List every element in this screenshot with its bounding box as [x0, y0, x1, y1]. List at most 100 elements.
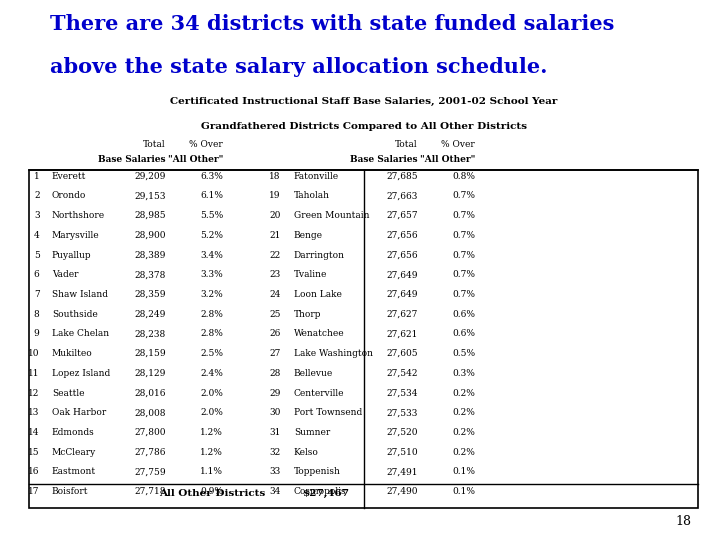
Text: 1: 1 — [34, 172, 40, 181]
Text: 27,657: 27,657 — [386, 211, 418, 220]
Text: Lopez Island: Lopez Island — [52, 369, 110, 378]
Text: There are 34 districts with state funded salaries: There are 34 districts with state funded… — [50, 14, 615, 33]
Text: Southside: Southside — [52, 309, 98, 319]
Text: Total: Total — [395, 140, 418, 150]
Text: Certificated Instructional Staff Base Salaries, 2001-02 School Year: Certificated Instructional Staff Base Sa… — [170, 97, 557, 106]
Text: 27,621: 27,621 — [386, 329, 418, 339]
Text: 3.2%: 3.2% — [200, 290, 223, 299]
Text: Orondo: Orondo — [52, 191, 86, 200]
Text: 28,985: 28,985 — [134, 211, 166, 220]
Text: Puyallup: Puyallup — [52, 251, 91, 260]
Text: Vader: Vader — [52, 270, 78, 279]
Text: 30: 30 — [269, 408, 281, 417]
Text: Mukilteo: Mukilteo — [52, 349, 93, 358]
Text: 0.7%: 0.7% — [452, 191, 475, 200]
Text: Port Townsend: Port Townsend — [294, 408, 362, 417]
Text: 0.2%: 0.2% — [452, 388, 475, 397]
Text: Centerville: Centerville — [294, 388, 344, 397]
Text: Shaw Island: Shaw Island — [52, 290, 108, 299]
Text: 27,656: 27,656 — [386, 231, 418, 240]
Text: 6.3%: 6.3% — [200, 172, 223, 181]
Text: McCleary: McCleary — [52, 448, 96, 457]
Text: 24: 24 — [269, 290, 281, 299]
Text: 27,491: 27,491 — [386, 467, 418, 476]
Text: 16: 16 — [28, 467, 40, 476]
Text: 28,159: 28,159 — [134, 349, 166, 358]
Text: 27: 27 — [269, 349, 281, 358]
Text: Bellevue: Bellevue — [294, 369, 333, 378]
Text: 2.4%: 2.4% — [200, 369, 223, 378]
Text: 27,490: 27,490 — [386, 487, 418, 496]
Text: 29: 29 — [269, 388, 281, 397]
Text: 27,685: 27,685 — [386, 172, 418, 181]
Text: 18: 18 — [269, 172, 281, 181]
Text: 27,627: 27,627 — [386, 309, 418, 319]
Text: 28,238: 28,238 — [135, 329, 166, 339]
Text: 18: 18 — [675, 515, 691, 528]
Text: 1.2%: 1.2% — [200, 428, 223, 437]
Text: 4: 4 — [34, 231, 40, 240]
Text: 1.1%: 1.1% — [200, 467, 223, 476]
Text: Oak Harbor: Oak Harbor — [52, 408, 106, 417]
Text: 19: 19 — [269, 191, 281, 200]
Text: Northshore: Northshore — [52, 211, 105, 220]
Text: 0.2%: 0.2% — [452, 408, 475, 417]
Text: Toppenish: Toppenish — [294, 467, 341, 476]
Text: Seattle: Seattle — [52, 388, 84, 397]
Text: 0.7%: 0.7% — [452, 231, 475, 240]
Text: 0.8%: 0.8% — [452, 172, 475, 181]
Text: 0.7%: 0.7% — [452, 211, 475, 220]
Text: Marysville: Marysville — [52, 231, 99, 240]
Text: Fatonville: Fatonville — [294, 172, 339, 181]
Text: 8: 8 — [34, 309, 40, 319]
Text: 1.2%: 1.2% — [200, 448, 223, 457]
Text: 27,605: 27,605 — [386, 349, 418, 358]
Text: Benge: Benge — [294, 231, 323, 240]
Text: Kelso: Kelso — [294, 448, 319, 457]
Text: 3: 3 — [34, 211, 40, 220]
Text: 0.1%: 0.1% — [452, 487, 475, 496]
Text: Green Mountain: Green Mountain — [294, 211, 369, 220]
Text: Taholah: Taholah — [294, 191, 330, 200]
Text: Cosmopolis: Cosmopolis — [294, 487, 346, 496]
Text: 28,378: 28,378 — [134, 270, 166, 279]
Text: 7: 7 — [34, 290, 40, 299]
Text: 0.2%: 0.2% — [452, 448, 475, 457]
Text: All Other Districts: All Other Districts — [159, 489, 266, 498]
Text: 0.2%: 0.2% — [452, 428, 475, 437]
Text: 27,533: 27,533 — [386, 408, 418, 417]
Text: 5.5%: 5.5% — [200, 211, 223, 220]
Text: Everett: Everett — [52, 172, 86, 181]
Text: 28,900: 28,900 — [134, 231, 166, 240]
Text: Base Salaries: Base Salaries — [98, 155, 166, 164]
Text: Thorp: Thorp — [294, 309, 321, 319]
Text: % Over: % Over — [441, 140, 475, 150]
Text: 5: 5 — [34, 251, 40, 260]
Text: 28,008: 28,008 — [134, 408, 166, 417]
Text: 10: 10 — [28, 349, 40, 358]
Text: 0.6%: 0.6% — [452, 309, 475, 319]
Text: 12: 12 — [28, 388, 40, 397]
Text: Lake Chelan: Lake Chelan — [52, 329, 109, 339]
Text: Boisfort: Boisfort — [52, 487, 89, 496]
Text: 6: 6 — [34, 270, 40, 279]
Text: Total: Total — [143, 140, 166, 150]
Text: 27,800: 27,800 — [134, 428, 166, 437]
Text: "All Other": "All Other" — [420, 155, 475, 164]
Text: 33: 33 — [269, 467, 281, 476]
Text: 21: 21 — [269, 231, 281, 240]
Text: 0.5%: 0.5% — [452, 349, 475, 358]
Text: Loon Lake: Loon Lake — [294, 290, 341, 299]
Text: 3.3%: 3.3% — [200, 270, 223, 279]
Text: 31: 31 — [269, 428, 281, 437]
Text: Sumner: Sumner — [294, 428, 330, 437]
Text: % Over: % Over — [189, 140, 223, 150]
Text: above the state salary allocation schedule.: above the state salary allocation schedu… — [50, 57, 548, 77]
Text: 27,759: 27,759 — [134, 467, 166, 476]
Text: 28,389: 28,389 — [134, 251, 166, 260]
Text: 28,359: 28,359 — [134, 290, 166, 299]
Text: Base Salaries: Base Salaries — [350, 155, 418, 164]
Text: 2.0%: 2.0% — [200, 408, 223, 417]
Text: Grandfathered Districts Compared to All Other Districts: Grandfathered Districts Compared to All … — [201, 122, 526, 131]
Text: 20: 20 — [269, 211, 281, 220]
